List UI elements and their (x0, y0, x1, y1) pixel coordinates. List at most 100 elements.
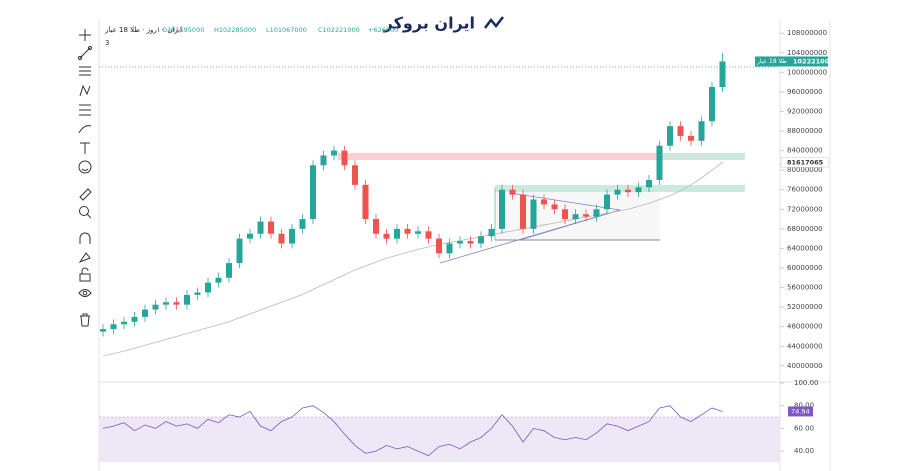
rsi-label-bg (788, 406, 813, 417)
ohlc-label: +626000 (368, 26, 398, 34)
price-label-bg (755, 56, 828, 67)
y-tick-label: 64000000 (787, 244, 823, 252)
candle-body (709, 87, 715, 122)
trash-tool[interactable] (80, 313, 90, 327)
ma-label-bg (780, 157, 829, 168)
logo: ایران بروکر (383, 14, 504, 33)
logo-icon (484, 16, 504, 29)
moving-average (102, 161, 723, 357)
candle-body (509, 189, 516, 195)
candle-body (362, 184, 369, 220)
emoji-tool[interactable] (78, 160, 92, 174)
drawings (99, 66, 780, 264)
candle-body (677, 126, 684, 136)
y-tick-label: 44000000 (787, 342, 823, 350)
ruler-tool[interactable] (79, 188, 92, 201)
y-tick-label: 84000000 (787, 147, 823, 155)
candle-body (236, 238, 243, 264)
pattern-tool[interactable] (79, 84, 91, 97)
candle-body (226, 263, 232, 278)
candle-body (320, 155, 327, 166)
candle-body (604, 194, 610, 210)
lock-draw-tool[interactable] (78, 252, 91, 264)
candle-body (572, 214, 579, 220)
candle-body (341, 150, 348, 166)
ohlc-label: O101595000 (162, 26, 204, 34)
candle-body (373, 219, 379, 234)
y-tick-label: 100.00 (794, 379, 819, 387)
y-tick-label: 52000000 (787, 303, 823, 311)
candle-body (289, 228, 295, 244)
candle-body (310, 165, 316, 220)
zoom-tool[interactable] (79, 206, 92, 219)
candle-body (415, 231, 421, 234)
hline-tool[interactable] (79, 66, 91, 76)
y-tick-label: 80000000 (787, 166, 823, 174)
candle-body (425, 231, 432, 239)
candle-body (719, 61, 726, 88)
candle-body (404, 228, 411, 234)
candle-body (394, 228, 400, 239)
fib-tool[interactable] (79, 104, 91, 116)
candle-body (152, 304, 159, 310)
candle-body (635, 187, 642, 193)
candle-body (194, 292, 201, 295)
y-tick-label: 108000000 (787, 29, 827, 37)
triangle-line (519, 209, 621, 241)
candle-body (530, 199, 537, 229)
candle-body (278, 233, 285, 244)
brush-tool[interactable] (78, 125, 92, 134)
candle-body (541, 199, 547, 205)
candle-body (142, 309, 148, 317)
indicator-count[interactable]: 3 (105, 39, 109, 47)
support-zone (660, 153, 745, 160)
visibility-tool[interactable] (78, 289, 92, 297)
watermark: ایران بروکر (383, 14, 475, 33)
toolbar (78, 29, 92, 327)
candle-body (257, 221, 264, 234)
candle-body (436, 238, 442, 254)
candle-body (247, 233, 253, 239)
y-tick-label: 96000000 (787, 88, 823, 96)
support-zone (495, 185, 745, 192)
text-tool[interactable] (80, 142, 90, 154)
rsi-line (102, 405, 723, 457)
y-tick-label: 88000000 (787, 127, 823, 135)
y-tick-label: 68000000 (787, 225, 823, 233)
y-tick-label: 56000000 (787, 284, 823, 292)
chart-title: ایران · ۱روز · طلا 18 عیار (104, 26, 182, 34)
crosshair-tool[interactable] (79, 29, 91, 41)
candle-body (488, 228, 495, 237)
candle-body (625, 189, 631, 193)
ma-value-label: 81617065 (787, 158, 824, 166)
candle-body (520, 194, 526, 229)
y-tick-label: 60.00 (794, 424, 814, 432)
candle-body (698, 121, 705, 141)
y-tick-label: 40.00 (794, 447, 814, 455)
candle-body (173, 302, 180, 305)
magnet-tool[interactable] (79, 232, 91, 244)
y-tick-label: 76000000 (787, 186, 823, 194)
candle-body (184, 294, 190, 305)
candle-body (205, 282, 211, 293)
candle-body (562, 209, 568, 220)
trendline-tool[interactable] (78, 46, 92, 60)
candle-body (551, 204, 558, 210)
candle-body (646, 179, 652, 188)
candle-body (268, 221, 274, 234)
candle-body (100, 329, 106, 332)
y-tick-label: 40000000 (787, 362, 823, 370)
symbol-label: طلا 18 عیار (756, 58, 787, 65)
y-tick-label: 104000000 (787, 49, 827, 57)
candle-body (614, 189, 621, 195)
candle-body (131, 316, 138, 322)
ohlc-label: L101067000 (266, 26, 307, 34)
candle-body (110, 324, 117, 330)
candle-body (457, 241, 463, 244)
resistance-zone (338, 153, 660, 160)
lock-tool[interactable] (79, 267, 91, 282)
candle-body (667, 126, 673, 146)
rsi-band (99, 417, 780, 462)
